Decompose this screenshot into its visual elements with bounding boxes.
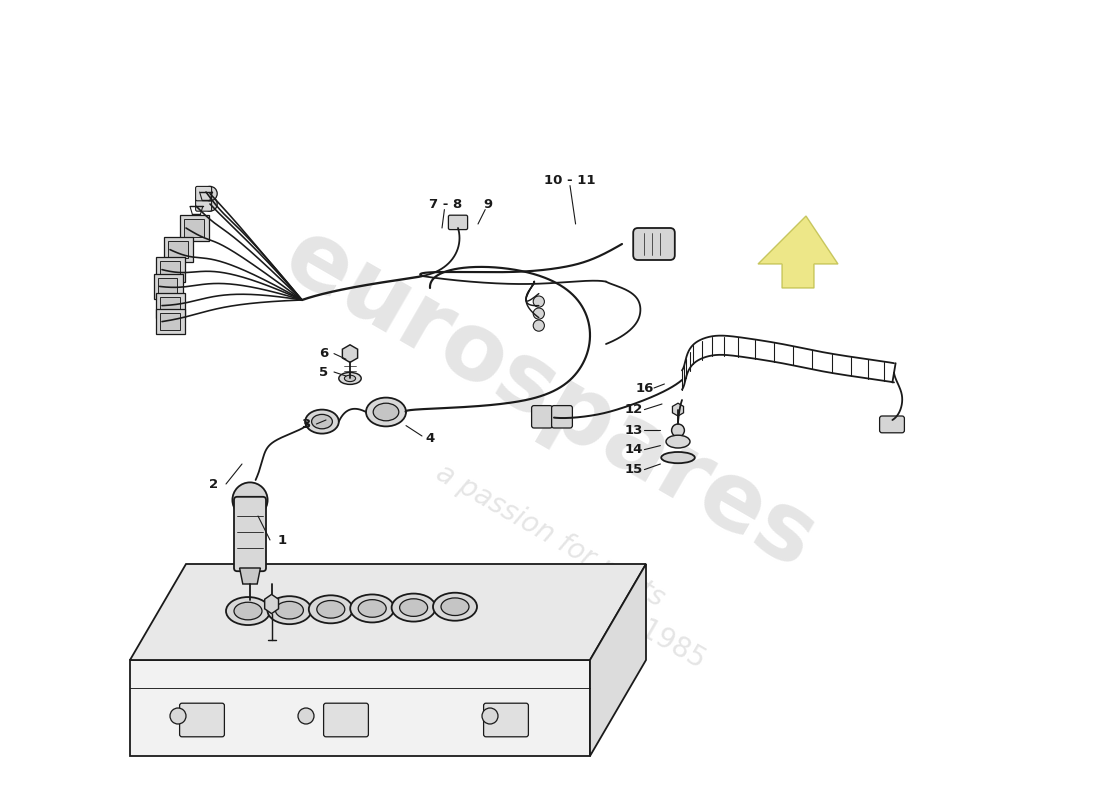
Ellipse shape <box>311 414 332 429</box>
FancyBboxPatch shape <box>449 215 468 230</box>
Text: 5: 5 <box>319 366 328 378</box>
Ellipse shape <box>305 410 339 434</box>
FancyBboxPatch shape <box>196 197 211 211</box>
Polygon shape <box>672 403 683 416</box>
Circle shape <box>232 482 267 518</box>
Ellipse shape <box>226 597 270 625</box>
Circle shape <box>202 197 217 211</box>
Text: 2: 2 <box>209 478 219 490</box>
FancyBboxPatch shape <box>531 406 552 428</box>
Text: a passion for parts: a passion for parts <box>431 459 669 613</box>
FancyBboxPatch shape <box>484 703 528 737</box>
Circle shape <box>534 320 544 331</box>
Ellipse shape <box>344 375 355 382</box>
FancyBboxPatch shape <box>156 293 185 318</box>
FancyBboxPatch shape <box>164 237 194 262</box>
Ellipse shape <box>373 403 399 421</box>
Ellipse shape <box>399 598 428 616</box>
Polygon shape <box>342 345 358 362</box>
Circle shape <box>482 708 498 724</box>
Ellipse shape <box>234 602 262 620</box>
Circle shape <box>170 708 186 724</box>
Text: 16: 16 <box>635 382 653 394</box>
Text: since 1985: since 1985 <box>565 574 711 674</box>
Text: 14: 14 <box>625 443 644 456</box>
FancyBboxPatch shape <box>168 241 188 258</box>
Text: 4: 4 <box>426 432 434 445</box>
Ellipse shape <box>317 601 344 618</box>
FancyBboxPatch shape <box>185 219 204 237</box>
Text: 6: 6 <box>319 347 328 360</box>
Ellipse shape <box>392 594 436 622</box>
Ellipse shape <box>309 595 353 623</box>
FancyBboxPatch shape <box>161 313 179 330</box>
Ellipse shape <box>661 452 695 463</box>
Ellipse shape <box>366 398 406 426</box>
Ellipse shape <box>433 593 477 621</box>
FancyBboxPatch shape <box>323 703 368 737</box>
FancyBboxPatch shape <box>551 406 572 428</box>
Text: 13: 13 <box>625 424 644 437</box>
FancyBboxPatch shape <box>154 274 183 299</box>
Ellipse shape <box>267 596 311 624</box>
Polygon shape <box>590 564 646 756</box>
Polygon shape <box>265 594 278 614</box>
FancyBboxPatch shape <box>161 297 179 314</box>
Text: 9: 9 <box>484 198 493 210</box>
Circle shape <box>534 308 544 319</box>
Text: 15: 15 <box>625 463 644 476</box>
Ellipse shape <box>359 600 386 618</box>
Polygon shape <box>130 564 646 660</box>
Text: 12: 12 <box>625 403 644 416</box>
Circle shape <box>534 296 544 307</box>
Polygon shape <box>758 216 838 288</box>
Circle shape <box>202 186 217 201</box>
FancyBboxPatch shape <box>156 309 185 334</box>
Text: eurospares: eurospares <box>268 211 832 589</box>
Ellipse shape <box>339 372 361 384</box>
Ellipse shape <box>350 594 394 622</box>
Text: 10 - 11: 10 - 11 <box>544 174 596 186</box>
Ellipse shape <box>275 602 304 619</box>
Circle shape <box>672 424 684 437</box>
Polygon shape <box>240 568 261 584</box>
FancyBboxPatch shape <box>196 186 211 201</box>
Circle shape <box>298 708 314 724</box>
FancyBboxPatch shape <box>161 261 179 278</box>
FancyBboxPatch shape <box>179 703 224 737</box>
FancyBboxPatch shape <box>234 497 266 571</box>
FancyBboxPatch shape <box>880 416 904 433</box>
Text: 7 - 8: 7 - 8 <box>429 198 463 210</box>
FancyBboxPatch shape <box>180 215 209 241</box>
Text: 3: 3 <box>301 418 310 430</box>
FancyBboxPatch shape <box>634 228 674 260</box>
Polygon shape <box>130 660 590 756</box>
Ellipse shape <box>441 598 469 615</box>
Ellipse shape <box>666 435 690 448</box>
FancyBboxPatch shape <box>158 278 177 295</box>
Text: 1: 1 <box>277 534 287 546</box>
FancyBboxPatch shape <box>156 257 185 282</box>
